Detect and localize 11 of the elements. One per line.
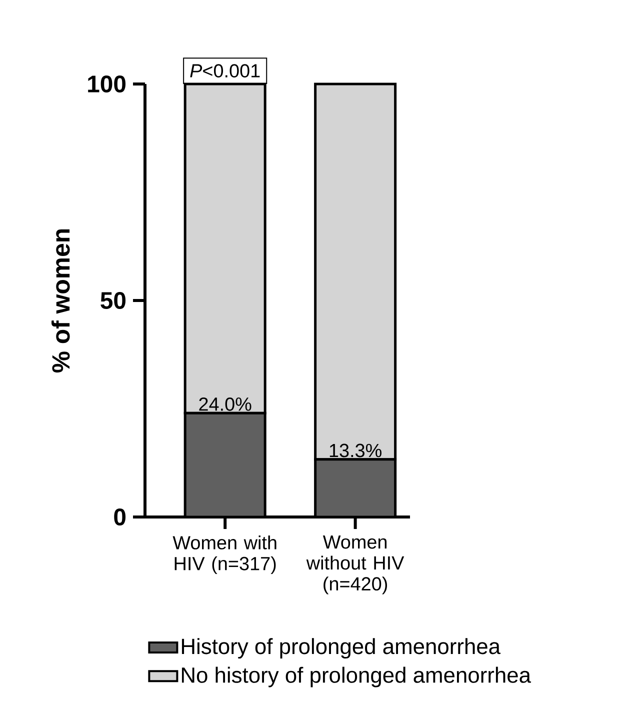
y-tick-label: 100 — [88, 76, 126, 92]
x-tick-label: Women with HIV (n=317) — [172, 535, 276, 574]
legend-label: No history of prolonged amenorrhea — [182, 666, 531, 688]
y-tick-label: 0 — [114, 508, 126, 526]
text: P<0.001 — [190, 64, 260, 78]
y-axis-title: % of women — [51, 229, 70, 373]
data-label: 24.0% — [199, 397, 252, 411]
x-tick-label: Women without HIV (n=420) — [306, 536, 404, 594]
legend-label: History of prolonged amenorrhea — [182, 638, 501, 659]
y-tick-label: 50 — [100, 292, 126, 309]
data-label: 13.3% — [330, 444, 382, 458]
